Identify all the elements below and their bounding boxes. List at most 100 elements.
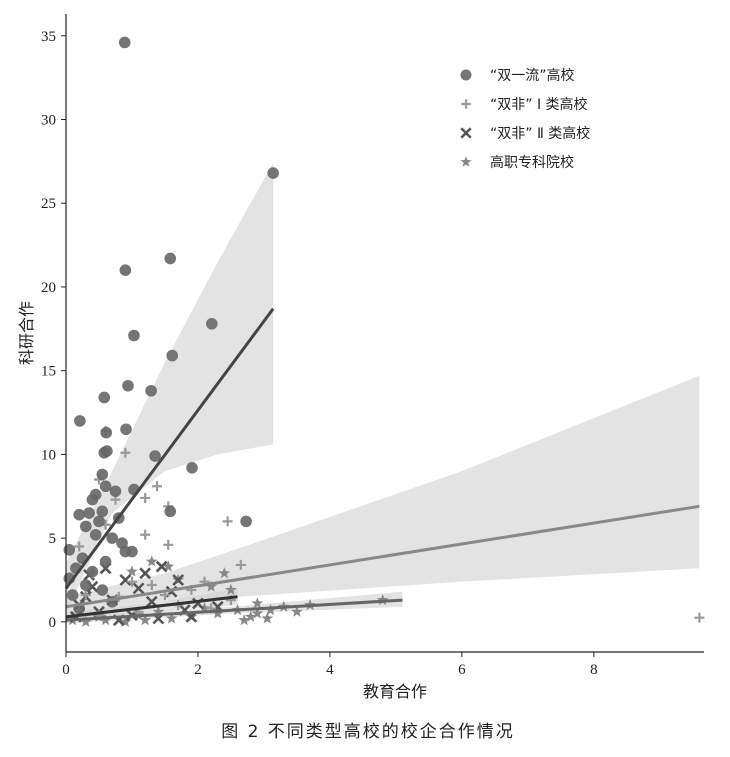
circle-marker bbox=[186, 462, 198, 474]
circle-marker bbox=[99, 555, 112, 568]
confidence-band bbox=[66, 588, 238, 622]
regression-line bbox=[65, 598, 403, 622]
plus-marker bbox=[235, 559, 246, 570]
circle-marker bbox=[86, 493, 99, 506]
star-marker bbox=[165, 612, 178, 624]
x-marker bbox=[172, 574, 185, 586]
x-marker bbox=[155, 560, 168, 573]
plus-marker bbox=[222, 516, 233, 527]
circle-marker bbox=[149, 450, 161, 462]
legend-label: “双一流”高校 bbox=[490, 67, 575, 84]
star-marker bbox=[198, 602, 211, 614]
confidence-band bbox=[66, 163, 274, 614]
circle-marker bbox=[240, 515, 252, 528]
confidence-band bbox=[66, 375, 700, 617]
star-marker bbox=[238, 614, 250, 626]
circle-marker bbox=[145, 384, 157, 397]
circle-marker bbox=[126, 545, 138, 558]
circle-marker bbox=[74, 415, 86, 427]
star-marker bbox=[251, 597, 264, 609]
star-marker bbox=[162, 560, 175, 572]
circle-marker bbox=[164, 505, 177, 518]
circle-marker bbox=[89, 528, 102, 541]
circle-marker bbox=[73, 508, 85, 521]
circle-marker bbox=[100, 426, 113, 439]
circle-marker bbox=[206, 317, 218, 330]
plus-marker bbox=[140, 529, 151, 540]
star-marker bbox=[225, 583, 237, 596]
x-axis-label: 教育合作 bbox=[363, 682, 427, 701]
plus-marker bbox=[163, 539, 174, 550]
x-tick-label: 0 bbox=[62, 662, 70, 678]
star-marker bbox=[218, 567, 231, 579]
y-tick-label: 0 bbox=[49, 615, 57, 631]
circle-marker bbox=[460, 69, 472, 81]
legend-label: “双非” Ⅰ 类高校 bbox=[490, 96, 588, 113]
star-marker bbox=[291, 605, 303, 617]
circle-marker bbox=[109, 485, 122, 498]
y-tick-label: 25 bbox=[41, 196, 56, 212]
y-tick-label: 30 bbox=[41, 112, 56, 128]
star-marker bbox=[244, 610, 257, 622]
star-marker bbox=[205, 580, 217, 592]
star-marker bbox=[126, 565, 138, 577]
y-tick-label: 20 bbox=[41, 280, 56, 296]
star-marker bbox=[251, 607, 264, 619]
y-tick-label: 10 bbox=[41, 447, 56, 463]
circle-marker bbox=[164, 252, 177, 265]
regression-line bbox=[65, 504, 700, 609]
star-marker bbox=[376, 593, 389, 606]
y-tick-label: 5 bbox=[49, 531, 57, 547]
star-marker bbox=[211, 607, 224, 619]
circle-marker bbox=[106, 532, 118, 544]
circle-marker bbox=[99, 480, 112, 493]
circle-marker bbox=[122, 379, 134, 392]
plus-marker bbox=[120, 447, 131, 458]
circle-marker bbox=[128, 329, 140, 342]
star-marker bbox=[460, 156, 472, 167]
circle-marker bbox=[79, 520, 92, 533]
regression-lines bbox=[64, 307, 700, 622]
y-tick-label: 15 bbox=[41, 364, 56, 380]
circle-marker bbox=[96, 505, 109, 518]
star-marker bbox=[139, 614, 152, 626]
circle-marker bbox=[267, 167, 279, 179]
legend-label: 高职专科院校 bbox=[490, 154, 574, 171]
y-tick-label: 35 bbox=[41, 29, 56, 45]
data-points bbox=[63, 36, 705, 627]
circle-marker bbox=[101, 445, 113, 457]
axes: 0 2 4 6 8 0 5 10 15 20 25 30 35 bbox=[41, 14, 704, 678]
plus-marker bbox=[140, 492, 151, 503]
x-tick-label: 2 bbox=[194, 662, 202, 678]
plus-marker bbox=[152, 481, 163, 492]
star-marker bbox=[261, 612, 274, 624]
star-marker bbox=[145, 555, 158, 567]
circle-marker bbox=[83, 507, 95, 519]
plus-marker bbox=[146, 580, 157, 591]
y-axis-label: 科研合作 bbox=[17, 301, 36, 365]
star-marker bbox=[264, 603, 277, 616]
circle-marker bbox=[120, 423, 132, 436]
star-marker bbox=[99, 614, 112, 626]
confidence-bands bbox=[66, 163, 700, 624]
x-marker bbox=[460, 127, 472, 139]
circle-marker bbox=[66, 589, 79, 601]
x-marker bbox=[132, 582, 145, 595]
x-marker bbox=[139, 567, 152, 580]
circle-marker bbox=[79, 579, 92, 591]
plus-marker bbox=[74, 541, 85, 552]
regression-line bbox=[64, 307, 275, 590]
regression-line bbox=[65, 595, 238, 619]
circle-marker bbox=[96, 584, 109, 596]
plus-marker bbox=[461, 99, 471, 109]
circle-marker bbox=[166, 349, 179, 362]
figure-caption: 图 2 不同类型高校的校企合作情况 bbox=[221, 722, 515, 742]
circle-marker bbox=[86, 565, 99, 578]
x-tick-label: 6 bbox=[458, 662, 466, 678]
circle-marker bbox=[96, 468, 109, 481]
x-tick-label: 4 bbox=[326, 662, 334, 678]
star-marker bbox=[79, 615, 92, 627]
circle-marker bbox=[118, 36, 131, 49]
